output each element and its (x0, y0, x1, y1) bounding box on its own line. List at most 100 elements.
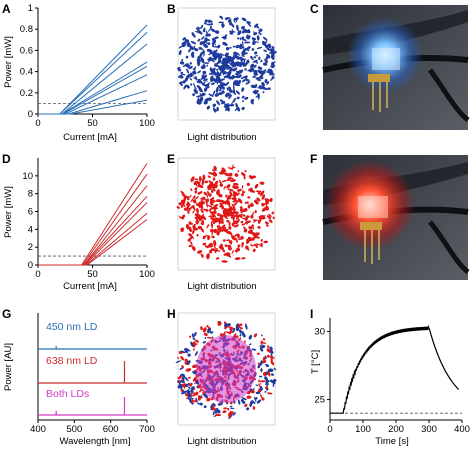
distE-speckle (216, 189, 220, 195)
distB-speckle (241, 49, 246, 54)
distE-speckle (244, 220, 251, 224)
distB-speckle (208, 56, 212, 61)
distB-speckle (254, 51, 258, 55)
distB-speckle (199, 96, 204, 102)
chart-d-xtick-label: 50 (87, 269, 98, 280)
distH-speckle (253, 333, 258, 338)
distH-speckle (192, 370, 197, 375)
distE-speckle (182, 203, 186, 207)
distB-speckle (270, 50, 277, 55)
distB-speckle (262, 62, 268, 66)
distE-speckle (235, 214, 239, 218)
distH-speckle (227, 407, 230, 411)
distB-speckle (237, 30, 242, 36)
distE-speckle (241, 184, 244, 189)
distH-speckle (227, 323, 231, 327)
distH-speckle (188, 388, 190, 394)
distE-speckle (234, 211, 239, 215)
distH-speckle (272, 381, 275, 388)
distB-speckle (235, 19, 238, 22)
distE-speckle (188, 207, 191, 212)
chart-g-xlabel: Wavelength [nm] (60, 436, 131, 447)
distB-speckle (218, 59, 222, 63)
distE-speckle (261, 202, 267, 207)
distB-speckle (239, 74, 242, 77)
distB-speckle (204, 19, 208, 23)
distE-speckle (241, 223, 246, 226)
distE-speckle (217, 227, 221, 231)
distH-speckle (202, 341, 206, 344)
distB-speckle (203, 27, 206, 30)
distE-speckle (247, 215, 250, 218)
distB-speckle (236, 96, 240, 100)
distH-speckle (203, 405, 207, 409)
photo-blue-ld (322, 5, 470, 130)
distH-speckle (191, 399, 194, 404)
distB-speckle (253, 56, 257, 59)
distE-speckle (190, 197, 195, 203)
distB-speckle (244, 96, 249, 100)
distB-speckle (244, 75, 248, 80)
distB-speckle (209, 26, 212, 29)
distH-speckle (206, 397, 211, 402)
distE-speckle (259, 181, 265, 185)
distB-speckle (233, 80, 237, 86)
distE-speckle (209, 228, 214, 233)
distB-speckle (270, 65, 275, 68)
distE-speckle (243, 226, 248, 232)
distB-speckle (219, 53, 225, 57)
distB-speckle (232, 68, 237, 72)
distE-speckle (195, 181, 198, 187)
distH-speckle (198, 395, 203, 399)
distH-speckle (261, 334, 263, 337)
distH-speckle (241, 331, 244, 334)
distB-speckle (236, 17, 239, 20)
distH-speckle (259, 380, 266, 383)
distE-speckle (208, 172, 215, 175)
distB-speckle (255, 77, 259, 80)
distB-speckle (249, 67, 255, 73)
distE-speckle (212, 168, 217, 171)
distB-speckle (188, 65, 193, 70)
distE-speckle (225, 239, 230, 242)
distE-speckle (202, 242, 207, 246)
distH-speckle (250, 389, 254, 392)
distB-speckle (241, 106, 245, 111)
distH-speckle (251, 348, 257, 351)
distE-speckle (178, 216, 184, 220)
distE-speckle (257, 225, 261, 229)
distE-speckle (240, 220, 244, 224)
chart-a: 0 50 100 0 0.2 0.4 0.6 0.8 1 (20, 3, 155, 129)
distB-speckle (209, 67, 214, 73)
distB-speckle (258, 56, 261, 61)
distB-speckle (211, 42, 215, 48)
distB-speckle (244, 62, 247, 65)
distE-speckle (202, 235, 207, 240)
distB-speckle (221, 90, 225, 94)
distE-speckle (229, 190, 232, 195)
distH-speckle (180, 379, 185, 384)
chart-d-ytick-label: 2 (28, 242, 33, 253)
distB-speckle (179, 61, 185, 65)
chart-g-xtick-label: 400 (30, 424, 46, 435)
distE-speckle (200, 199, 203, 202)
distE-speckle (241, 257, 246, 260)
distB-speckle (254, 23, 259, 28)
distE-speckle (221, 260, 228, 263)
distE-speckle (211, 199, 215, 203)
distE-speckle (232, 185, 236, 189)
distB-speckle (245, 35, 251, 39)
distB-speckle (192, 71, 197, 75)
distB-speckle (271, 46, 275, 49)
distE-speckle (261, 194, 266, 200)
distE-speckle (190, 188, 193, 192)
distB-speckle (240, 75, 246, 80)
chart-a-ytick-label: 0 (28, 109, 33, 120)
distE-speckle (210, 202, 214, 206)
distE-speckle (237, 248, 241, 252)
chart-g-xtick-label: 600 (103, 424, 119, 435)
distB-speckle (219, 78, 226, 82)
distE-speckle (221, 217, 224, 224)
distB-speckle (244, 41, 251, 44)
distB-speckle (245, 47, 250, 52)
